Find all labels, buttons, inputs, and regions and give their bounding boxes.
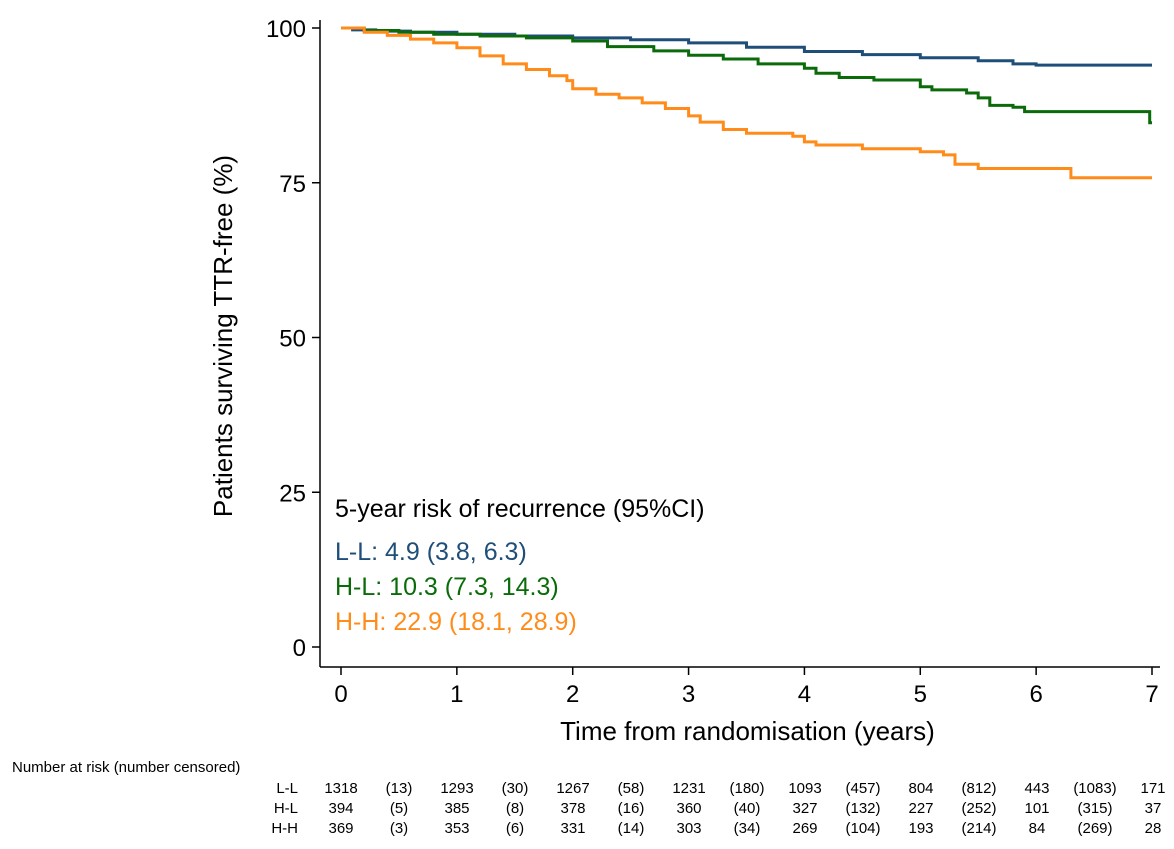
risk-cell: 1318 — [324, 780, 357, 797]
risk-cell: (315) — [1077, 800, 1112, 817]
risk-cell: 1267 — [556, 780, 589, 797]
risk-cell: (132) — [845, 800, 880, 817]
risk-cell: 327 — [792, 800, 817, 817]
x-tick-label: 6 — [1029, 681, 1042, 708]
survival-curves — [341, 26, 1152, 180]
risk-cell: (6) — [506, 820, 524, 837]
risk-cell: (1083) — [1073, 780, 1116, 797]
risk-table: Number at risk (number censored) L-L 1318 (… — [12, 759, 1166, 837]
risk-cell: (252) — [961, 800, 996, 817]
x-tick-label: 2 — [566, 681, 579, 708]
risk-cell: (214) — [961, 820, 996, 837]
risk-annotation: 5-year risk of recurrence (95%CI) L-L: 4.… — [335, 495, 705, 636]
annotation-line: L-L: 4.9 (3.8, 6.3) — [335, 538, 527, 566]
risk-cell: (104) — [845, 820, 880, 837]
risk-cell: 84 — [1029, 820, 1046, 837]
risk-cell: 1093 — [788, 780, 821, 797]
risk-table-title: Number at risk (number censored) — [12, 759, 240, 776]
y-tick-label: 25 — [279, 480, 306, 507]
risk-cell: 303 — [676, 820, 701, 837]
risk-cell: 37 — [1145, 800, 1162, 817]
risk-cell: (16) — [618, 800, 645, 817]
y-tick-label: 100 — [266, 16, 306, 43]
risk-cell: 378 — [560, 800, 585, 817]
risk-cell: 193 — [908, 820, 933, 837]
annotation-line: H-L: 10.3 (7.3, 14.3) — [335, 573, 559, 601]
series-line-h-l — [341, 26, 1152, 125]
risk-cell: 331 — [560, 820, 585, 837]
risk-cell: (40) — [734, 800, 761, 817]
x-tick-label: 7 — [1145, 681, 1158, 708]
risk-cell: 28 — [1145, 820, 1162, 837]
risk-cell: (14) — [618, 820, 645, 837]
risk-row-label: H-H — [271, 820, 298, 837]
risk-row-label: L-L — [276, 780, 298, 797]
risk-cell: 171 — [1140, 780, 1165, 797]
risk-cell: (457) — [845, 780, 880, 797]
x-tick-label: 1 — [450, 681, 463, 708]
risk-cell: 394 — [328, 800, 353, 817]
x-axis-label: Time from randomisation (years) — [560, 716, 935, 746]
risk-cell: (34) — [734, 820, 761, 837]
annotation-title: 5-year risk of recurrence (95%CI) — [335, 495, 705, 523]
y-tick-label: 75 — [279, 171, 306, 198]
y-tick-label: 0 — [293, 635, 306, 662]
x-tick-label: 5 — [914, 681, 927, 708]
series-line-h-h — [341, 26, 1152, 180]
risk-cell: 369 — [328, 820, 353, 837]
risk-cell: (8) — [506, 800, 524, 817]
risk-cell: 360 — [676, 800, 701, 817]
x-tick-label: 0 — [334, 681, 347, 708]
y-tick-label: 50 — [279, 326, 306, 353]
risk-cell: (58) — [618, 780, 645, 797]
risk-cell: 804 — [908, 780, 933, 797]
axes: 0 25 50 75 100 0 1 2 3 4 5 6 7 Time from randomisatio… — [208, 16, 1160, 746]
risk-cell: 1231 — [672, 780, 705, 797]
risk-cell: (812) — [961, 780, 996, 797]
x-tick-label: 4 — [798, 681, 811, 708]
risk-row-label: H-L — [274, 800, 298, 817]
risk-cell: 227 — [908, 800, 933, 817]
risk-cell: 353 — [444, 820, 469, 837]
risk-cell: (269) — [1077, 820, 1112, 837]
risk-cell: 443 — [1024, 780, 1049, 797]
risk-cell: (3) — [390, 820, 408, 837]
risk-cell: (13) — [386, 780, 413, 797]
risk-cell: 269 — [792, 820, 817, 837]
risk-cell: (30) — [502, 780, 529, 797]
risk-cell: 385 — [444, 800, 469, 817]
risk-cell: (180) — [729, 780, 764, 797]
annotation-line: H-H: 22.9 (18.1, 28.9) — [335, 608, 577, 636]
x-tick-label: 3 — [682, 681, 695, 708]
risk-cell: 1293 — [440, 780, 473, 797]
risk-cell: 101 — [1024, 800, 1049, 817]
risk-cell: (5) — [390, 800, 408, 817]
y-axis-label: Patients surviving TTR-free (%) — [208, 155, 238, 517]
